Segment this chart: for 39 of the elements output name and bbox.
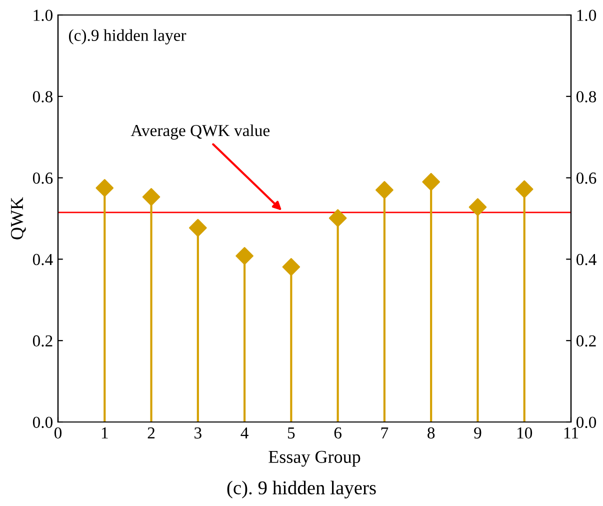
x-tick-label: 9 xyxy=(474,427,482,439)
point xyxy=(142,188,160,206)
y2-tick-label: 0.4 xyxy=(576,254,596,266)
y-axis-title: QWK xyxy=(10,197,26,240)
point xyxy=(468,198,487,216)
y2-tick-label: 1.0 xyxy=(577,10,596,22)
x-tick-label: 7 xyxy=(381,428,388,438)
x-tick-label: 4 xyxy=(240,427,248,438)
x-tick-label: 5 xyxy=(288,428,295,439)
y2-tick-label: 0.0 xyxy=(576,416,596,428)
x-tick-label: 11 xyxy=(564,427,578,438)
point xyxy=(376,181,394,199)
point xyxy=(236,247,254,265)
y-tick-label: 0.4 xyxy=(32,254,53,266)
x-tick-label: 1 xyxy=(102,427,108,438)
x-tick-label: 3 xyxy=(194,427,202,439)
point xyxy=(515,180,534,198)
x-tick-label: 10 xyxy=(517,427,532,439)
y-tick-label: 1.0 xyxy=(34,10,53,22)
point xyxy=(328,209,347,228)
point xyxy=(96,179,114,197)
x-tick-label: 2 xyxy=(148,427,155,438)
point xyxy=(422,172,440,191)
y-tick-label: 0.8 xyxy=(32,91,53,102)
text: (c). 9 hidden layers xyxy=(227,480,376,498)
y-tick-label: 0.2 xyxy=(32,335,52,347)
point xyxy=(282,258,300,276)
y-tick-label: 0.0 xyxy=(32,416,53,428)
text: (c).9 hidden layer xyxy=(68,29,186,44)
ref-line-label: Average QWK value xyxy=(130,124,270,140)
point xyxy=(189,218,207,237)
x-tick-label: 6 xyxy=(334,427,342,439)
y-tick-label: 0.6 xyxy=(32,172,53,184)
x-tick-label: 8 xyxy=(428,427,435,439)
x-tick-label: 0 xyxy=(54,427,62,439)
x-axis-title: Essay Group xyxy=(268,450,360,467)
y2-tick-label: 0.6 xyxy=(576,172,596,184)
y2-tick-label: 0.8 xyxy=(576,91,596,102)
y2-tick-label: 0.2 xyxy=(576,335,596,347)
